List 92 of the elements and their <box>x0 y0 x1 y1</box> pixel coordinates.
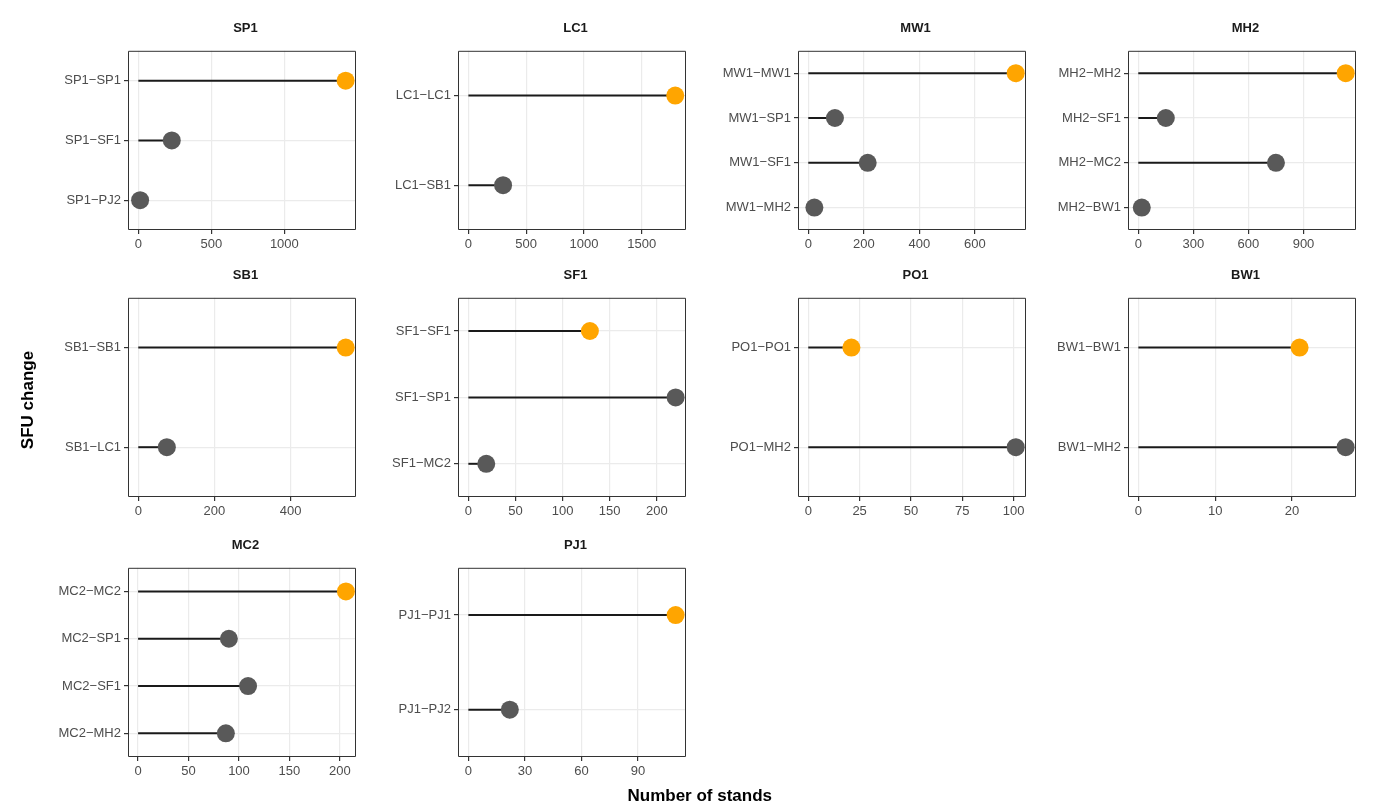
x-tick-label: 1500 <box>627 236 657 252</box>
chart-title: PO1 <box>901 267 930 282</box>
y-tick-label: MH2−BW1 <box>1057 199 1121 215</box>
y-tick-label: MH2−MH2 <box>1058 64 1121 80</box>
x-tick-label: 500 <box>515 236 538 252</box>
x-tick-label: 1000 <box>269 236 299 252</box>
point <box>1336 64 1355 83</box>
y-tick-label: PJ1−PJ2 <box>398 701 451 717</box>
x-tick-label: 0 <box>804 236 812 252</box>
point <box>825 109 844 127</box>
x-tick-label: 25 <box>852 503 867 519</box>
y-tick-label: BW1−MH2 <box>1057 438 1121 454</box>
x-tick-label: 600 <box>964 236 986 252</box>
x-tick-label: 200 <box>329 763 351 779</box>
chart-title: MC2 <box>230 537 261 552</box>
y-tick-label: MC2−MH2 <box>58 724 121 740</box>
y-tick-label: MC2−MC2 <box>58 583 121 599</box>
x-tick-label: 500 <box>200 236 223 252</box>
chart-title: MH2 <box>1230 20 1261 35</box>
point <box>216 724 235 743</box>
chart-title: SB1 <box>231 267 260 282</box>
x-tick-label: 75 <box>955 503 970 519</box>
y-tick-label: BW1−BW1 <box>1057 339 1121 355</box>
x-tick-label: 100 <box>551 503 574 519</box>
x-tick-label: 100 <box>1002 503 1025 519</box>
y-tick-label: SF1−MC2 <box>392 455 451 471</box>
x-tick-label: 0 <box>464 503 472 519</box>
x-tick-label: 50 <box>508 503 523 519</box>
x-tick-label: 0 <box>464 763 472 779</box>
y-tick-label: MW1−SF1 <box>729 154 791 170</box>
point <box>858 153 877 172</box>
x-tick-label: 150 <box>278 763 301 779</box>
x-tick-label: 0 <box>134 503 142 519</box>
x-tick-label: 10 <box>1207 503 1223 519</box>
x-tick-label: 50 <box>903 503 919 519</box>
point <box>219 629 238 648</box>
y-tick-label: SP1−SF1 <box>64 131 121 147</box>
point <box>239 677 258 696</box>
point <box>1006 64 1025 83</box>
y-tick-label: PJ1−PJ1 <box>398 606 451 622</box>
chart-title: SP1 <box>232 20 259 35</box>
x-tick-label: 300 <box>1182 236 1205 252</box>
y-axis-title: SFU change <box>18 350 39 450</box>
x-tick-label: 0 <box>464 236 473 252</box>
y-tick-label: SB1−SB1 <box>64 339 121 355</box>
x-tick-label: 200 <box>852 236 875 252</box>
x-axis-title: Number of stands <box>627 786 773 806</box>
x-tick-label: 100 <box>228 763 250 779</box>
y-tick-label: SB1−LC1 <box>64 438 121 454</box>
x-tick-label: 400 <box>908 236 931 252</box>
x-tick-label: 30 <box>517 763 533 779</box>
y-tick-label: SF1−SF1 <box>395 322 451 338</box>
y-tick-label: MH2−SF1 <box>1062 109 1121 125</box>
x-tick-label: 600 <box>1237 236 1260 252</box>
y-tick-label: LC1−SB1 <box>394 176 451 192</box>
y-tick-label: MW1−MH2 <box>725 199 791 215</box>
x-tick-label: 60 <box>574 763 589 779</box>
point <box>1132 198 1151 217</box>
chart-title: BW1 <box>1230 267 1261 282</box>
chart-title: LC1 <box>562 20 589 35</box>
x-tick-label: 150 <box>598 503 621 519</box>
point <box>336 582 355 601</box>
x-tick-label: 90 <box>630 763 646 779</box>
y-tick-label: MC2−SF1 <box>62 677 121 693</box>
x-tick-label: 200 <box>203 503 226 519</box>
x-tick-label: 50 <box>181 763 196 779</box>
x-tick-label: 900 <box>1292 236 1315 252</box>
y-tick-label: PO1−MH2 <box>729 438 791 454</box>
x-tick-label: 0 <box>134 236 142 252</box>
x-tick-label: 400 <box>279 503 302 519</box>
y-tick-label: MC2−SP1 <box>61 630 121 646</box>
y-tick-label: SP1−SP1 <box>64 72 121 88</box>
x-tick-label: 1000 <box>569 236 599 252</box>
x-tick-label: 0 <box>804 503 812 519</box>
point <box>1156 109 1175 127</box>
y-tick-label: SP1−PJ2 <box>66 191 121 207</box>
point <box>1266 153 1285 172</box>
chart-title: SF1 <box>562 267 589 282</box>
y-tick-label: SF1−SP1 <box>394 388 451 404</box>
point <box>805 198 824 217</box>
y-tick-label: MW1−MW1 <box>722 64 791 80</box>
y-tick-label: MW1−SP1 <box>728 109 791 125</box>
x-tick-label: 0 <box>1134 503 1142 519</box>
x-tick-label: 20 <box>1284 503 1300 519</box>
chart-title: MW1 <box>899 20 932 35</box>
x-tick-label: 200 <box>645 503 668 519</box>
chart-title: PJ1 <box>562 537 589 552</box>
y-tick-label: LC1−LC1 <box>395 87 451 103</box>
x-tick-label: 0 <box>134 763 142 779</box>
y-tick-label: PO1−PO1 <box>731 339 791 355</box>
y-tick-label: MH2−MC2 <box>1058 154 1121 170</box>
x-tick-label: 0 <box>1134 236 1142 252</box>
